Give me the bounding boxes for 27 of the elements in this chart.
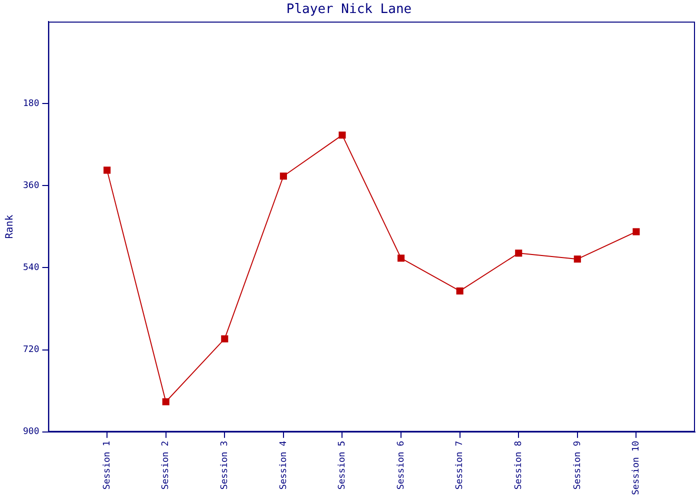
point — [456, 287, 464, 295]
y-tick-label: 180 — [22, 98, 40, 109]
x-tick-label: Session 9 — [572, 440, 583, 490]
x-tick-label: Session 7 — [455, 440, 466, 490]
y-tick-label: 540 — [22, 263, 40, 274]
x-tick-label: Session 5 — [338, 440, 348, 490]
point — [515, 250, 522, 257]
x-tick-label: Session 10 — [632, 440, 642, 496]
x-tick-label: Session 4 — [278, 440, 289, 490]
y-tick-label: 720 — [22, 345, 40, 356]
chart-title: Player Nick Lane — [286, 2, 412, 18]
y-tick-label: 360 — [22, 181, 40, 192]
point — [162, 398, 170, 406]
y-axis-title: Rank — [4, 214, 16, 239]
point — [632, 228, 640, 236]
y-tick-label: 900 — [22, 427, 40, 438]
x-tick-label: Session 3 — [220, 440, 230, 490]
x-tick-label: Session 6 — [396, 440, 406, 490]
x-tick-label: Session 2 — [161, 440, 172, 490]
point — [104, 166, 111, 174]
point — [397, 254, 405, 262]
point — [574, 256, 581, 263]
point — [338, 132, 346, 139]
point — [221, 335, 228, 342]
x-tick-label: Session 8 — [514, 440, 524, 490]
x-tick-label: Session 1 — [102, 440, 112, 490]
point — [280, 172, 287, 180]
